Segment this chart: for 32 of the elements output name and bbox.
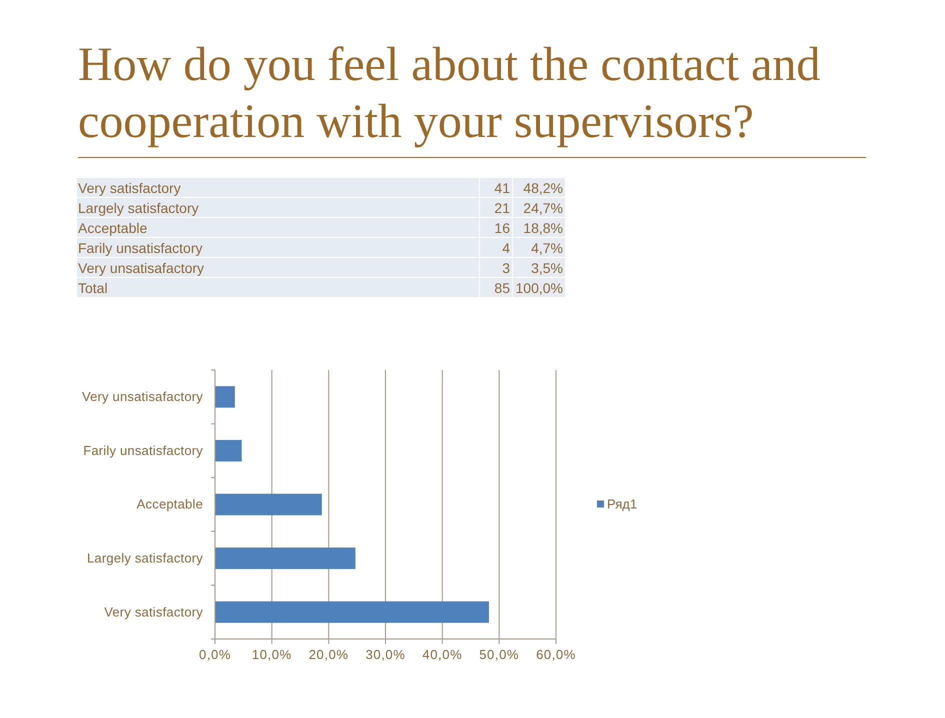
bar — [215, 440, 242, 462]
text: 24,7% — [523, 200, 563, 216]
category-label: Total — [78, 280, 108, 296]
data-label: 4 — [502, 240, 510, 256]
y-tick-label: Farily unsatisfactory — [83, 442, 204, 458]
text: 3,5% — [531, 260, 563, 276]
data-label: 3 — [502, 260, 510, 276]
x-tick-label: 30,0% — [366, 647, 406, 662]
y-tick-label: Very satisfactory — [104, 604, 204, 620]
x-tick-label: 40,0% — [422, 647, 462, 662]
data-label: 16 — [494, 220, 510, 236]
text: 100,0% — [516, 280, 563, 296]
text: 48,2% — [523, 180, 563, 196]
text: How do you feel about the contact and cooperation with your supervisors? — [78, 38, 820, 148]
bar — [215, 548, 356, 570]
data-label: 85 — [494, 280, 510, 296]
text: 4,7% — [531, 240, 563, 256]
legend-label: Ряд1 — [607, 496, 638, 512]
data-label: 41 — [494, 180, 510, 196]
y-tick-label: Largely satisfactory — [87, 550, 204, 566]
x-tick-label: 0,0% — [198, 647, 232, 662]
bar — [215, 601, 489, 623]
text: 18,8% — [523, 220, 563, 236]
bar — [215, 386, 235, 408]
x-tick-label: 60,0% — [536, 647, 576, 662]
y-tick-label: Very unsatisafactory — [82, 389, 204, 404]
data-label: 21 — [494, 200, 510, 216]
y-tick-label: Acceptable — [136, 496, 203, 512]
x-tick-label: 20,0% — [308, 647, 349, 662]
bar — [215, 494, 322, 516]
x-tick-label: 10,0% — [252, 647, 292, 662]
x-tick-label: 50,0% — [479, 647, 520, 662]
